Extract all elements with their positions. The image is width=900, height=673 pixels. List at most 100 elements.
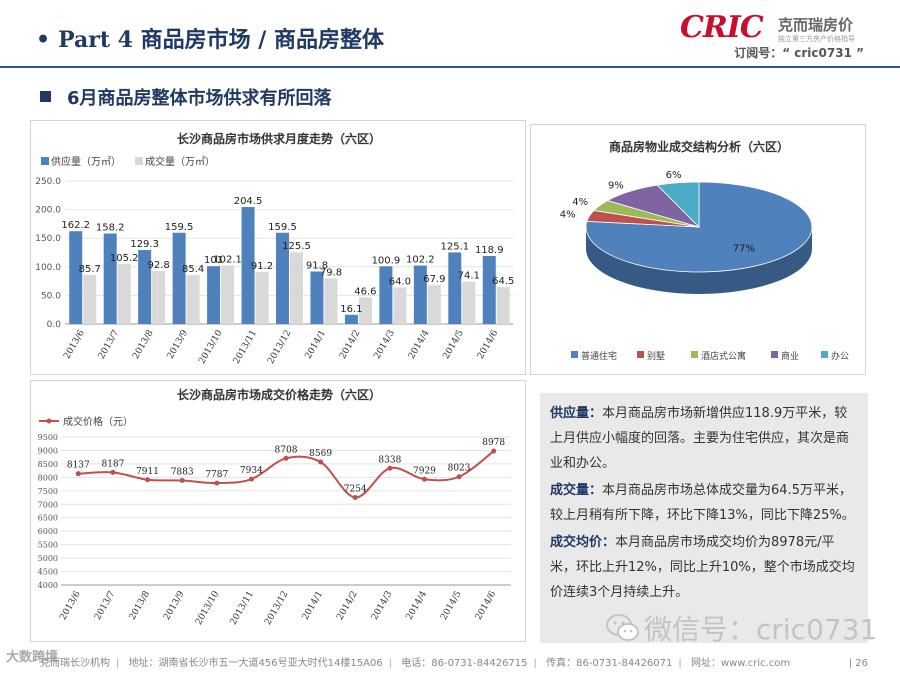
y-tick-label: 8000 xyxy=(38,473,58,482)
x-tick-label: 2013/6 xyxy=(58,589,83,622)
page-title: • Part 4 商品房市场 / 商品房整体 xyxy=(36,27,385,53)
summary-price-label: 成交均价： xyxy=(550,535,616,550)
x-tick-label: 2014/3 xyxy=(370,589,395,622)
bar-deal-label: 64.0 xyxy=(389,276,411,287)
x-tick-label: 2014/4 xyxy=(405,589,430,622)
price-point-label: 7883 xyxy=(171,468,194,478)
y-tick-label: 100.0 xyxy=(35,263,61,273)
header-rule xyxy=(0,66,900,68)
legend-swatch xyxy=(691,351,698,358)
subscribe-id: 订阅号：“ cric0731 ” xyxy=(734,46,864,60)
bar-supply-label: 204.5 xyxy=(234,196,263,207)
price-point xyxy=(145,477,151,483)
price-point xyxy=(318,459,324,465)
x-tick-label: 2013/7 xyxy=(93,589,118,622)
price-point-label: 8137 xyxy=(67,461,90,471)
bar-deal xyxy=(255,271,269,324)
legend-swatch xyxy=(821,351,828,358)
footer-address: 地址：湖南省长沙市五一大道456号亚大时代14楼15A06 xyxy=(128,658,383,669)
pie-slice-办公 xyxy=(656,181,700,228)
bar-deal xyxy=(290,252,303,324)
wechat-icon xyxy=(606,614,639,641)
x-tick-label: 2013/10 xyxy=(197,328,224,366)
price-point-label: 7911 xyxy=(136,467,159,477)
y-tick-label: 250.0 xyxy=(35,177,61,187)
pie-side-wall xyxy=(586,227,812,294)
price-point xyxy=(248,476,254,482)
bar-deal xyxy=(393,287,407,324)
bar-supply-label: 101 xyxy=(204,255,223,266)
bar-deal-label: 67.9 xyxy=(423,274,445,285)
x-tick-label: 2013/7 xyxy=(97,328,122,361)
y-tick-label: 4500 xyxy=(38,568,58,577)
bar-supply xyxy=(482,255,496,324)
footer-phone: 电话：86-0731-84426715 xyxy=(401,658,528,669)
bar-deal-label: 125.5 xyxy=(282,241,311,252)
price-point xyxy=(75,471,81,477)
x-tick-label: 2013/10 xyxy=(194,589,221,627)
legend-label: 别墅 xyxy=(647,351,665,362)
price-point-label: 7929 xyxy=(413,466,436,476)
bar-deal xyxy=(324,278,338,324)
pie-slice-label: 4% xyxy=(560,210,576,221)
logo-brand: CRIC xyxy=(680,10,764,45)
bar-supply xyxy=(344,314,358,324)
y-tick-label: 9500 xyxy=(38,433,58,442)
price-point-label: 7934 xyxy=(240,466,263,476)
page-number: | 26 xyxy=(848,658,868,669)
bar-supply xyxy=(241,207,255,324)
y-tick-label: 5000 xyxy=(38,554,58,563)
price-point-label: 8569 xyxy=(309,449,332,459)
legend-swatch-supply xyxy=(41,157,49,165)
logo-cn: 克而瑞房价 xyxy=(778,16,854,34)
summary-deal-label: 成交量： xyxy=(550,483,603,498)
summary-price: 成交均价：本月商品房市场成交均价为8978元/平米，环比上升12%，同比上升10… xyxy=(550,530,858,605)
pie-slice-label: 6% xyxy=(666,170,682,181)
price-point-label: 8978 xyxy=(482,438,505,448)
legend-swatch xyxy=(637,351,644,358)
y-tick-label: 50.0 xyxy=(41,291,61,301)
price-point xyxy=(352,494,358,500)
bar-deal xyxy=(427,285,441,324)
watermark-logo: 大数跨境 xyxy=(6,650,59,665)
bar-supply-label: 129.3 xyxy=(130,239,159,250)
price-trend-chart-svg: 长沙商品房市场成交价格走势（六区） 成交价格（元） 4000 4500 5000 5500… xyxy=(38,387,511,627)
price-point xyxy=(110,469,116,475)
chart-title: 长沙商品房市场供求月度走势（六区） xyxy=(177,131,381,146)
section-heading-text: 6月商品房整体市场供求有所回落 xyxy=(67,88,332,109)
page-number-value: 26 xyxy=(855,658,868,669)
legend-label: 办公 xyxy=(831,350,849,362)
y-tick-label: 6000 xyxy=(38,527,58,536)
logo-sub: 独立第三方房产价格指导 xyxy=(778,35,855,43)
pie-slice-label: 77% xyxy=(733,243,755,254)
structure-pie-chart: 商品房物业成交结构分析（六区） 77% 4% 4% 9% 6% 普通住宅 别墅 酒店式公寓 商业 办… xyxy=(530,124,866,375)
chart-title: 商品房物业成交结构分析（六区） xyxy=(609,139,789,154)
bar-deal xyxy=(462,281,476,324)
bar-supply-label: 159.5 xyxy=(268,222,297,233)
legend-label: 普通住宅 xyxy=(581,350,617,362)
y-tick-label: 7500 xyxy=(38,487,58,496)
bar-supply-label: 159.5 xyxy=(165,222,194,233)
summary-supply: 供应量：本月商品房市场新增供应118.9万平米，较上月供应小幅度的回落。主要为住… xyxy=(550,401,858,476)
y-tick-label: 200.0 xyxy=(35,206,61,216)
cric-logo: CRIC 克而瑞房价 独立第三方房产价格指导 xyxy=(680,10,880,56)
summary-deal: 成交量：本月商品房市场总体成交量为64.5万平米，较上月稍有所下降，环比下降13… xyxy=(550,478,858,528)
x-tick-label: 2014/1 xyxy=(304,329,328,361)
x-tick-label: 2014/4 xyxy=(407,328,432,361)
structure-pie-chart-svg: 商品房物业成交结构分析（六区） 77% 4% 4% 9% 6% 普通住宅 别墅 酒店式公寓 商业 办… xyxy=(560,139,849,362)
price-point-label: 8187 xyxy=(101,459,124,469)
footer-org: 克而瑞长沙机构 xyxy=(40,658,110,669)
x-tick-label: 2014/6 xyxy=(474,589,499,622)
section-heading: 6月商品房整体市场供求有所回落 xyxy=(40,84,332,110)
y-tick-label: 0.0 xyxy=(47,320,62,330)
bar-deal-label: 85.7 xyxy=(79,264,101,275)
bar-supply xyxy=(448,252,462,324)
legend-swatch-deal xyxy=(135,157,143,165)
footer-web[interactable]: 网址：www.cric.com xyxy=(690,658,791,669)
bar-supply xyxy=(207,266,221,324)
price-point-label: 8708 xyxy=(275,445,298,455)
price-point xyxy=(456,474,462,480)
bar-deal xyxy=(221,265,235,324)
supply-demand-chart-svg: 长沙商品房市场供求月度走势（六区） 供应量（万㎡） 成交量（万㎡） 0.0 50.0 10… xyxy=(35,131,514,366)
x-tick-label: 2013/8 xyxy=(131,328,156,361)
